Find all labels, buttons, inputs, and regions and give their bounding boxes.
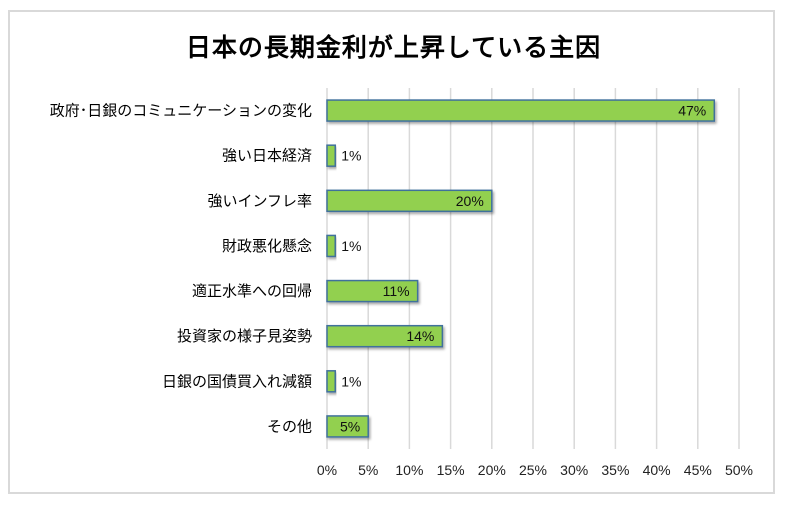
- x-tick-label: 20%: [478, 462, 506, 478]
- x-tick-labels: 0% 5% 10% 15% 20% 25% 30% 35% 40% 45% 50%: [317, 462, 753, 478]
- bar: [326, 415, 369, 438]
- x-tick-label: 35%: [601, 462, 629, 478]
- category-labels: 政府･日銀のコミュニケーションの変化強い日本経済強いインフレ率財政悪化懸念適正水…: [50, 102, 312, 436]
- category-label: 強い日本経済: [222, 147, 312, 165]
- bar: [326, 144, 336, 167]
- bar: [326, 99, 716, 122]
- bars: [326, 99, 716, 438]
- category-label: 強いインフレ率: [207, 192, 312, 210]
- data-label: 14%: [406, 328, 434, 344]
- bar: [326, 234, 336, 258]
- category-label: 適正水準への回帰: [192, 282, 312, 300]
- data-label: 47%: [678, 103, 706, 119]
- x-tick-label: 50%: [725, 462, 753, 478]
- x-tick-label: 40%: [643, 462, 671, 478]
- bar: [326, 279, 419, 303]
- x-tick-label: 10%: [395, 462, 423, 478]
- category-label: その他: [267, 417, 312, 435]
- data-label: 1%: [341, 238, 361, 254]
- data-label: 11%: [383, 283, 410, 299]
- category-label: 政府･日銀のコミュニケーションの変化: [50, 102, 312, 120]
- gridlines: [326, 88, 740, 449]
- chart-frame: [8, 10, 775, 494]
- category-label: 財政悪化懸念: [222, 237, 312, 255]
- data-label: 1%: [341, 148, 361, 164]
- data-labels: 47% 1% 20% 1% 11% 14% 1% 5%: [340, 103, 706, 435]
- x-tick-label: 30%: [560, 462, 588, 478]
- bar: [326, 189, 493, 213]
- x-tick-label: 15%: [437, 462, 465, 478]
- bar: [326, 370, 336, 393]
- data-label: 5%: [340, 418, 360, 434]
- bar: [326, 324, 444, 348]
- x-tick-label: 5%: [358, 462, 378, 478]
- x-tick-label: 0%: [317, 462, 337, 478]
- chart-title: 日本の長期金利が上昇している主因: [185, 33, 602, 62]
- data-label: 20%: [456, 193, 484, 209]
- data-label: 1%: [341, 373, 361, 389]
- category-label: 日銀の国債買入れ減額: [162, 372, 312, 390]
- x-tick-label: 25%: [519, 462, 547, 478]
- x-tick-label: 45%: [684, 462, 712, 478]
- category-label: 投資家の様子見姿勢: [177, 327, 312, 345]
